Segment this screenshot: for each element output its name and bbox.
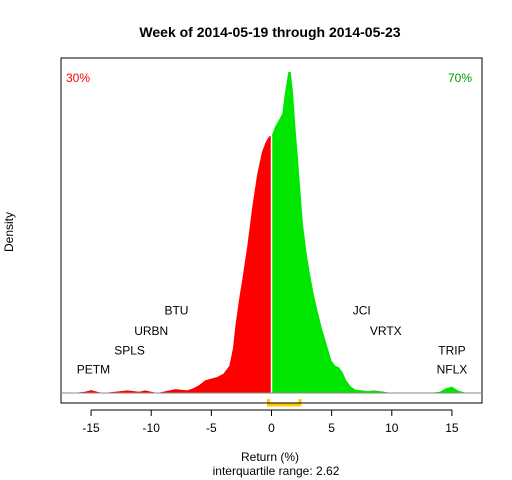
negative-density-area — [73, 136, 272, 393]
x-tick-label: 0 — [268, 421, 275, 435]
y-axis-label: Density — [2, 212, 16, 252]
x-tick-label: -10 — [143, 421, 161, 435]
ticker-annotation: BTU — [164, 303, 188, 317]
plot-frame — [60, 57, 483, 404]
ticker-annotation: NFLX — [437, 363, 468, 377]
ticker-annotation: JCI — [353, 303, 371, 317]
positive-density-area — [271, 72, 476, 393]
chart-title: Week of 2014-05-19 through 2014-05-23 — [139, 24, 400, 40]
ticker-annotation: TRIP — [438, 343, 465, 357]
x-tick-label: -5 — [206, 421, 217, 435]
x-axis-label: Return (%) — [241, 450, 299, 464]
ticker-annotation: PETM — [77, 363, 110, 377]
ticker-annotation: URBN — [134, 324, 168, 338]
x-tick-label: -15 — [82, 421, 100, 435]
ticker-annotation: VRTX — [370, 324, 402, 338]
positive-share-label: 70% — [448, 71, 472, 85]
iqr-subtitle: interquartile range: 2.62 — [213, 464, 340, 478]
iqr-bracket — [266, 399, 302, 407]
plot-area: PETM SPLS URBN BTU JCI VRTX TRIP NFLX — [73, 72, 476, 407]
x-axis: -15 -10 -5 0 5 10 15 — [82, 409, 459, 435]
x-tick-label: 15 — [445, 421, 459, 435]
ticker-annotation: SPLS — [114, 343, 145, 357]
x-tick-label: 10 — [385, 421, 399, 435]
negative-share-label: 30% — [66, 71, 90, 85]
x-tick-label: 5 — [328, 421, 335, 435]
